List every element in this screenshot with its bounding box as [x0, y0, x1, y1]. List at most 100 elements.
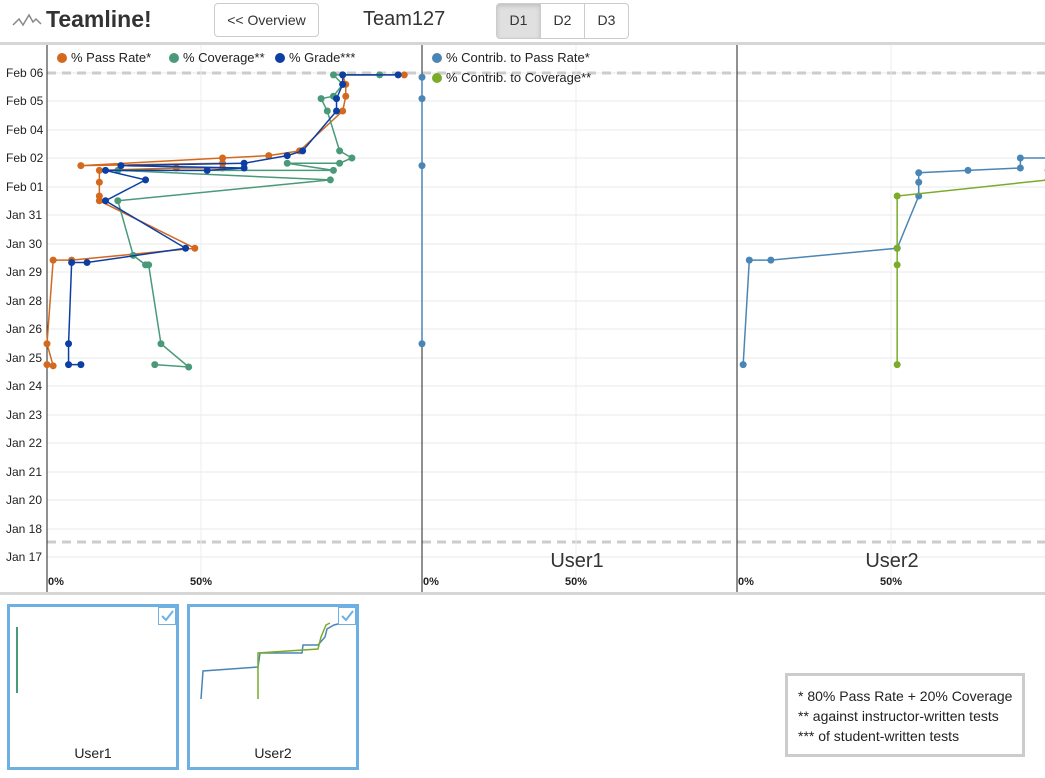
y-tick-label: Feb 02: [6, 151, 44, 165]
y-tick-label: Jan 30: [6, 237, 42, 251]
x-tick-label: 50%: [190, 576, 212, 588]
user1-thumbnail[interactable]: User1: [7, 604, 179, 770]
y-tick-label: Feb 06: [6, 66, 44, 80]
trend-line-icon: [12, 13, 42, 27]
y-tick-label: Jan 24: [6, 379, 42, 393]
footnotes-box: * 80% Pass Rate + 20% Coverage ** agains…: [785, 673, 1025, 757]
y-tick-label: Jan 20: [6, 493, 42, 507]
data-point: [49, 362, 57, 370]
data-point: [915, 178, 923, 186]
series-line: [67, 74, 399, 366]
data-point: [915, 169, 923, 177]
data-point: [102, 166, 110, 174]
deliverable-selector: D1 D2 D3: [496, 3, 629, 39]
data-point: [114, 197, 122, 205]
data-point: [65, 340, 73, 348]
data-point: [893, 261, 901, 269]
footnote: *** of student-written tests: [798, 728, 960, 744]
x-tick-label: 50%: [880, 576, 902, 588]
legend-swatch: [432, 53, 442, 63]
checkbox-icon[interactable]: [338, 607, 356, 625]
data-point: [893, 192, 901, 200]
legend-swatch: [275, 53, 285, 63]
data-point: [767, 256, 775, 264]
series-line: [896, 179, 1045, 365]
timeline-chart: Jan 17 Jan 18 Jan 20 Jan 21 Jan 22 Jan 23 Jan …: [6, 45, 1045, 592]
series-line: [46, 74, 405, 367]
panel-title: User1: [550, 550, 603, 572]
data-point: [745, 256, 753, 264]
data-point: [299, 147, 307, 155]
x-tick-label: 50%: [565, 576, 587, 588]
data-point: [283, 152, 291, 160]
data-point: [326, 176, 334, 184]
top-bar: Teamline! << Overview Team127 D1 D2 D3: [0, 0, 1045, 42]
data-point: [317, 95, 325, 103]
overview-button[interactable]: << Overview: [214, 3, 319, 37]
divider: [0, 42, 1045, 45]
data-point: [151, 361, 159, 369]
data-point: [157, 340, 165, 348]
footnote: ** against instructor-written tests: [798, 708, 999, 724]
y-tick-label: Jan 25: [6, 351, 42, 365]
legend-label: % Grade***: [289, 50, 355, 65]
y-tick-label: Jan 31: [6, 208, 42, 222]
app-title: Teamline!: [46, 6, 152, 32]
data-point: [323, 107, 331, 115]
x-tick-label: 0%: [48, 576, 64, 588]
y-tick-label: Feb 05: [6, 94, 44, 108]
data-point: [893, 244, 901, 252]
tab-d1[interactable]: D1: [497, 4, 541, 38]
y-tick-label: Jan 22: [6, 436, 42, 450]
legend-swatch: [57, 53, 67, 63]
data-point: [191, 244, 199, 252]
data-point: [336, 159, 344, 167]
legend-swatch: [169, 53, 179, 63]
data-point: [77, 162, 85, 170]
data-point: [240, 159, 248, 167]
data-point: [418, 73, 426, 81]
checkbox-icon[interactable]: [158, 607, 176, 625]
y-tick-label: Feb 04: [6, 123, 44, 137]
y-tick-label: Jan 29: [6, 265, 42, 279]
data-point: [418, 340, 426, 348]
data-point: [117, 162, 125, 170]
data-point: [203, 166, 211, 174]
data-point: [1016, 154, 1024, 162]
data-point: [142, 176, 150, 184]
y-tick-label: Jan 23: [6, 408, 42, 422]
data-point: [283, 159, 291, 167]
x-tick-label: 0%: [738, 576, 754, 588]
data-point: [185, 363, 193, 371]
x-tick-label: 0%: [423, 576, 439, 588]
data-point: [182, 244, 190, 252]
user1-thumbnail-label: User1: [74, 745, 112, 761]
tab-d3[interactable]: D3: [597, 12, 616, 28]
tab-d2[interactable]: D2: [541, 4, 585, 38]
legend-swatch: [432, 73, 442, 83]
y-tick-label: Jan 28: [6, 294, 42, 308]
data-point: [348, 154, 356, 162]
panel-title: User2: [865, 550, 918, 572]
data-point: [265, 152, 273, 160]
data-point: [418, 95, 426, 103]
user1-sparkline: [16, 627, 18, 693]
y-tick-label: Jan 18: [6, 522, 42, 536]
data-point: [43, 361, 51, 369]
data-point: [219, 154, 227, 162]
data-point: [83, 259, 91, 266]
legend-label: % Coverage**: [183, 50, 265, 65]
series-line: [742, 157, 1045, 365]
data-point: [342, 92, 350, 100]
data-point: [102, 197, 110, 205]
legend-label: % Contrib. to Coverage**: [446, 70, 591, 85]
data-point: [95, 192, 103, 200]
data-point: [333, 107, 341, 115]
y-tick-label: Jan 21: [6, 465, 42, 479]
data-point: [95, 178, 103, 186]
user2-thumbnail[interactable]: User2: [187, 604, 359, 770]
data-point: [964, 166, 972, 174]
footnote: * 80% Pass Rate + 20% Coverage: [798, 688, 1013, 704]
data-point: [329, 71, 337, 79]
data-point: [95, 166, 103, 174]
